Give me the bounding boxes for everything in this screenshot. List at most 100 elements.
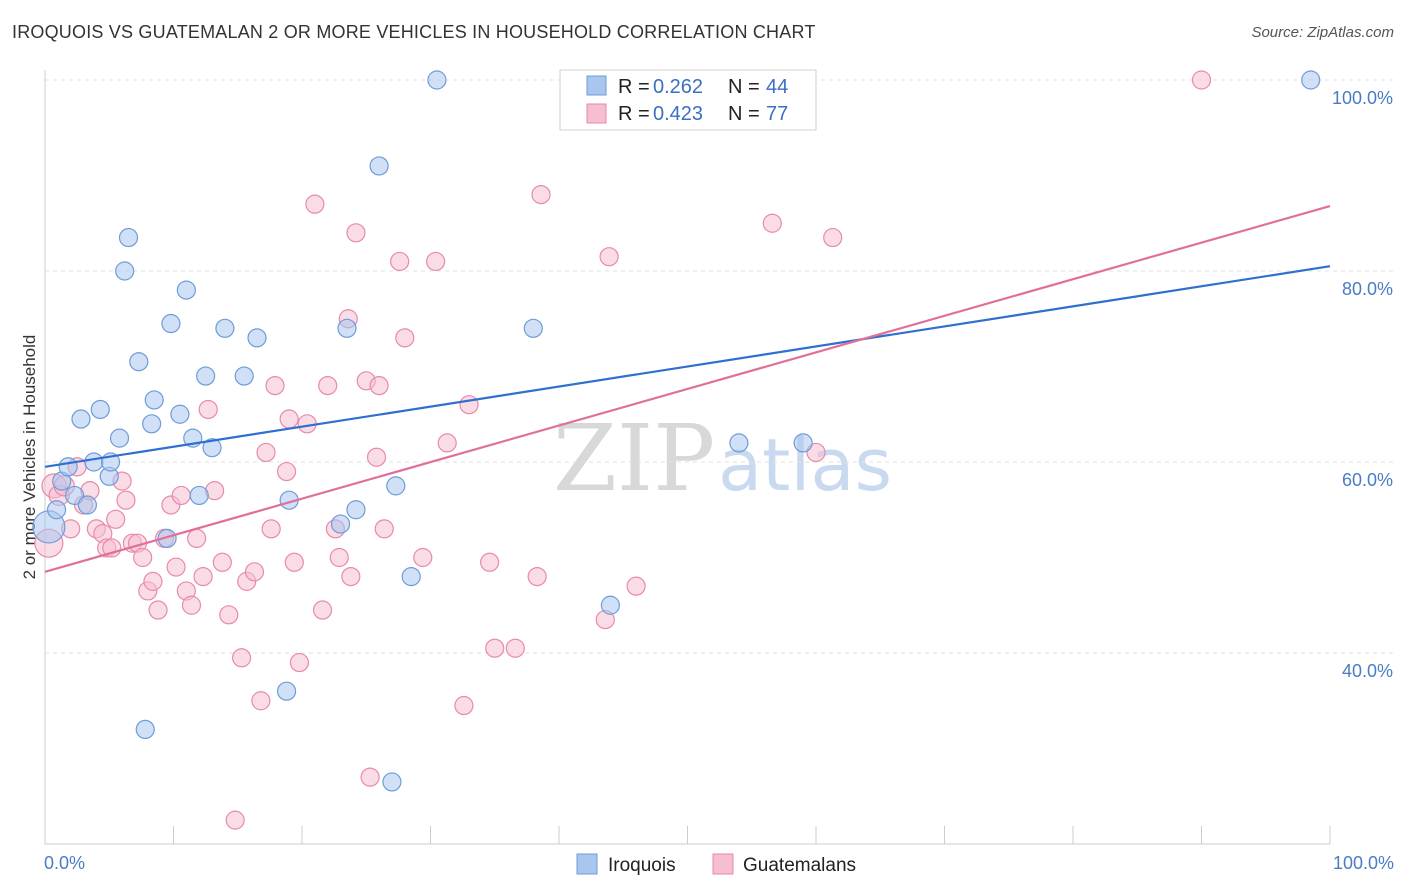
point-iroquois-13 <box>118 227 139 248</box>
point-iroquois-32 <box>337 318 357 338</box>
point-iroquois-37 <box>401 566 421 587</box>
point-guatemalans-69 <box>527 566 547 587</box>
point-iroquois-38 <box>427 70 447 90</box>
point-guatemalans-48 <box>318 376 338 396</box>
point-guatemalans-67 <box>485 638 505 658</box>
point-guatemalans-58 <box>374 519 394 539</box>
series-guatemalans-points <box>34 70 1212 830</box>
legend-r-label-iroquois: R = <box>618 76 650 98</box>
trend-line-iroquois <box>44 265 1331 468</box>
point-iroquois-23 <box>189 485 209 506</box>
legend-box: R = 0.262 N = 44 R = 0.423 N = 77 <box>559 69 817 131</box>
point-guatemalans-23 <box>166 557 186 577</box>
point-iroquois-41 <box>729 433 749 453</box>
point-iroquois-8 <box>90 399 110 420</box>
point-iroquois-17 <box>144 390 164 410</box>
point-guatemalans-28 <box>193 566 213 587</box>
legend-r-value-iroquois: 0.262 <box>653 76 703 98</box>
point-iroquois-40 <box>600 595 621 615</box>
point-iroquois-3 <box>58 457 78 477</box>
point-iroquois-34 <box>369 156 389 176</box>
bottom-legend-swatch-iroquois <box>576 853 598 875</box>
point-guatemalans-19 <box>143 571 163 591</box>
bottom-legend: Iroquois Guatemalans <box>576 853 856 876</box>
point-guatemalans-36 <box>244 562 265 582</box>
point-guatemalans-62 <box>426 251 446 272</box>
point-iroquois-25 <box>202 438 222 458</box>
point-guatemalans-27 <box>187 528 207 549</box>
point-iroquois-1 <box>46 500 67 520</box>
point-iroquois-6 <box>77 495 98 515</box>
point-iroquois-27 <box>234 366 254 386</box>
point-guatemalans-20 <box>148 600 168 620</box>
point-iroquois-7 <box>84 452 104 472</box>
point-guatemalans-29 <box>198 399 218 420</box>
chart-source: Source: ZipAtlas.com <box>1251 24 1394 41</box>
point-guatemalans-42 <box>279 409 299 429</box>
point-iroquois-33 <box>346 500 366 520</box>
point-guatemalans-40 <box>265 376 285 396</box>
y-tick-label-100: 100.0% <box>1332 88 1393 108</box>
series-iroquois-points <box>32 70 1321 792</box>
x-tick-label-min: 0.0% <box>44 853 85 873</box>
point-iroquois-36 <box>386 476 406 496</box>
legend-swatch-iroquois <box>586 75 607 96</box>
bottom-legend-swatch-guatemalans <box>712 853 734 875</box>
point-guatemalans-39 <box>261 519 281 539</box>
point-guatemalans-41 <box>276 461 297 482</box>
point-iroquois-24 <box>196 366 216 386</box>
point-iroquois-21 <box>176 280 196 300</box>
point-guatemalans-38 <box>256 442 276 463</box>
y-tick-label-40: 40.0% <box>1342 661 1393 681</box>
point-iroquois-5 <box>71 409 91 429</box>
bottom-legend-label-iroquois: Iroquois <box>608 855 676 876</box>
point-guatemalans-57 <box>369 376 389 396</box>
y-tick-labels: 40.0% 60.0% 80.0% 100.0% <box>1332 88 1393 681</box>
point-guatemalans-55 <box>360 767 380 787</box>
point-guatemalans-33 <box>225 810 245 830</box>
point-guatemalans-70 <box>531 185 551 205</box>
point-guatemalans-56 <box>366 447 387 467</box>
point-guatemalans-52 <box>341 566 361 587</box>
legend-r-label-guatemalans: R = <box>618 103 650 125</box>
point-iroquois-26 <box>215 318 235 338</box>
point-iroquois-11 <box>109 428 130 448</box>
legend-n-value-iroquois: 44 <box>766 76 788 98</box>
point-guatemalans-12 <box>106 509 126 529</box>
point-guatemalans-26 <box>181 595 202 615</box>
point-guatemalans-24 <box>171 485 191 506</box>
point-iroquois-43 <box>1301 70 1321 90</box>
point-iroquois-39 <box>523 318 543 338</box>
point-guatemalans-53 <box>346 223 366 243</box>
point-guatemalans-14 <box>116 490 136 510</box>
legend-n-label-guatemalans: N = <box>728 103 760 125</box>
point-guatemalans-59 <box>390 251 410 272</box>
point-guatemalans-46 <box>305 194 325 214</box>
point-guatemalans-63 <box>437 433 457 453</box>
point-iroquois-18 <box>157 528 177 549</box>
point-guatemalans-37 <box>251 691 271 711</box>
point-iroquois-29 <box>276 681 297 701</box>
point-guatemalans-32 <box>219 605 239 625</box>
point-iroquois-15 <box>135 719 155 740</box>
legend-n-label-iroquois: N = <box>728 76 760 98</box>
chart-title: IROQUOIS VS GUATEMALAN 2 OR MORE VEHICLE… <box>12 22 816 42</box>
legend-swatch-guatemalans <box>586 103 607 124</box>
point-guatemalans-43 <box>284 552 304 572</box>
point-iroquois-31 <box>330 514 351 534</box>
point-iroquois-14 <box>129 352 149 372</box>
point-guatemalans-68 <box>505 638 525 658</box>
bottom-legend-label-guatemalans: Guatemalans <box>743 855 856 876</box>
y-axis-label: 2 or more Vehicles in Household <box>20 335 39 580</box>
point-iroquois-20 <box>170 404 190 424</box>
point-iroquois-28 <box>247 328 267 348</box>
point-guatemalans-17 <box>133 547 153 568</box>
point-guatemalans-77 <box>1191 70 1212 90</box>
point-guatemalans-74 <box>762 213 782 233</box>
point-iroquois-19 <box>161 313 181 334</box>
x-ticks <box>173 826 1331 844</box>
point-guatemalans-73 <box>626 576 646 596</box>
watermark-zip: ZIP <box>553 405 715 512</box>
